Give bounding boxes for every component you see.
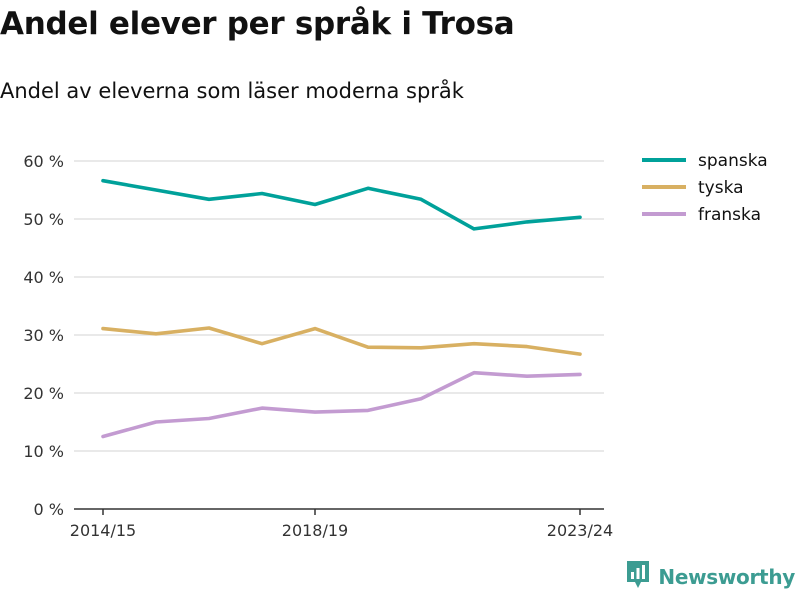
gridlines xyxy=(74,160,604,452)
newsworthy-logo-icon xyxy=(625,560,651,594)
y-tick-label: 50 % xyxy=(23,210,64,229)
y-tick-label: 40 % xyxy=(23,268,64,287)
y-tick-label: 0 % xyxy=(34,500,64,519)
legend: spanska tyska franska xyxy=(642,151,768,225)
y-tick-label: 20 % xyxy=(23,384,64,403)
x-tick-label: 2018/19 xyxy=(282,521,348,540)
y-tick-label: 10 % xyxy=(23,442,64,461)
y-tick-label: 60 % xyxy=(23,152,64,171)
series-line-franska xyxy=(101,370,582,439)
series-line-spanska xyxy=(101,178,582,231)
x-tick-label: 2023/24 xyxy=(547,521,613,540)
legend-label-tyska: tyska xyxy=(698,178,744,198)
x-axis: 2014/15 2018/19 2023/24 xyxy=(70,508,613,540)
legend-label-franska: franska xyxy=(698,205,761,225)
chart-subtitle: Andel av eleverna som läser moderna språ… xyxy=(0,79,464,103)
chart-title: Andel elever per språk i Trosa xyxy=(0,6,515,42)
legend-label-spanska: spanska xyxy=(698,151,768,171)
series-lines xyxy=(101,178,582,439)
series-line-tyska xyxy=(101,326,582,356)
y-tick-label: 30 % xyxy=(23,326,64,345)
x-tick-label: 2014/15 xyxy=(70,521,136,540)
y-axis-ticks: 0 % 10 % 20 % 30 % 40 % 50 % 60 % xyxy=(23,152,64,519)
newsworthy-wordmark: Newsworthy xyxy=(658,565,795,589)
newsworthy-brand[interactable]: Newsworthy xyxy=(625,560,795,594)
